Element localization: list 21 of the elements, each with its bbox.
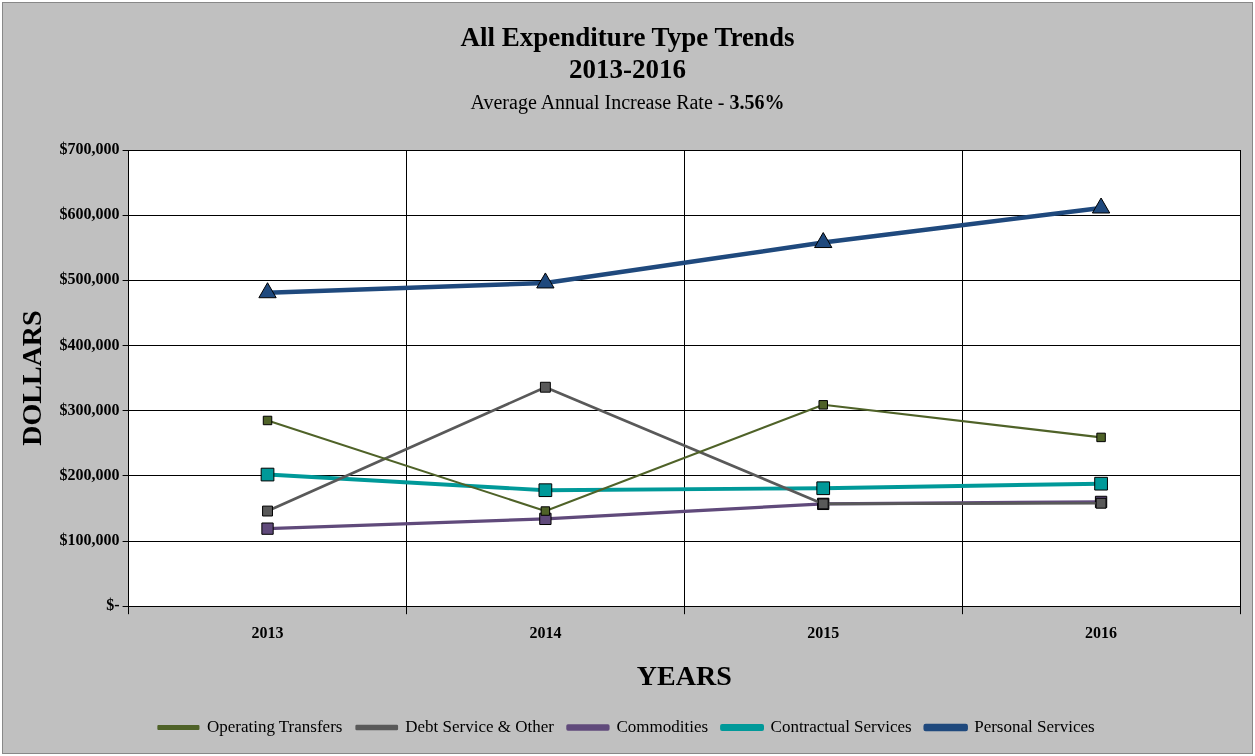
y-tick-label: $300,000 [59, 400, 120, 418]
legend-label: Operating Transfers [206, 716, 343, 736]
legend-label: Commodities [616, 716, 709, 736]
x-tick-label: 2014 [529, 623, 562, 641]
chart-title: All Expenditure Type Trends 2013-2016 [459, 21, 796, 85]
x-tick-label: 2016 [1085, 623, 1118, 641]
legend-label: Personal Services [974, 716, 1095, 736]
y-tick-label: $- [106, 596, 120, 614]
legend-label: Debt Service & Other [405, 716, 555, 736]
y-tick-label: $700,000 [59, 140, 120, 158]
y-tick-label: $200,000 [59, 466, 120, 483]
legend-label: Contractual Services [770, 716, 912, 736]
y-tick-label: $100,000 [59, 531, 120, 549]
x-axis-title: YEARS [636, 660, 732, 692]
y-tick-label: $500,000 [59, 270, 120, 288]
y-axis-title: DOLLARS [16, 310, 48, 446]
y-tick-label: $600,000 [59, 205, 120, 223]
x-tick-label: 2015 [807, 623, 840, 641]
y-tick-label: $400,000 [59, 335, 120, 353]
x-tick-label: 2013 [251, 623, 284, 641]
chart-subtitle: Average Annual Increase Rate - 3.56% [469, 91, 786, 114]
